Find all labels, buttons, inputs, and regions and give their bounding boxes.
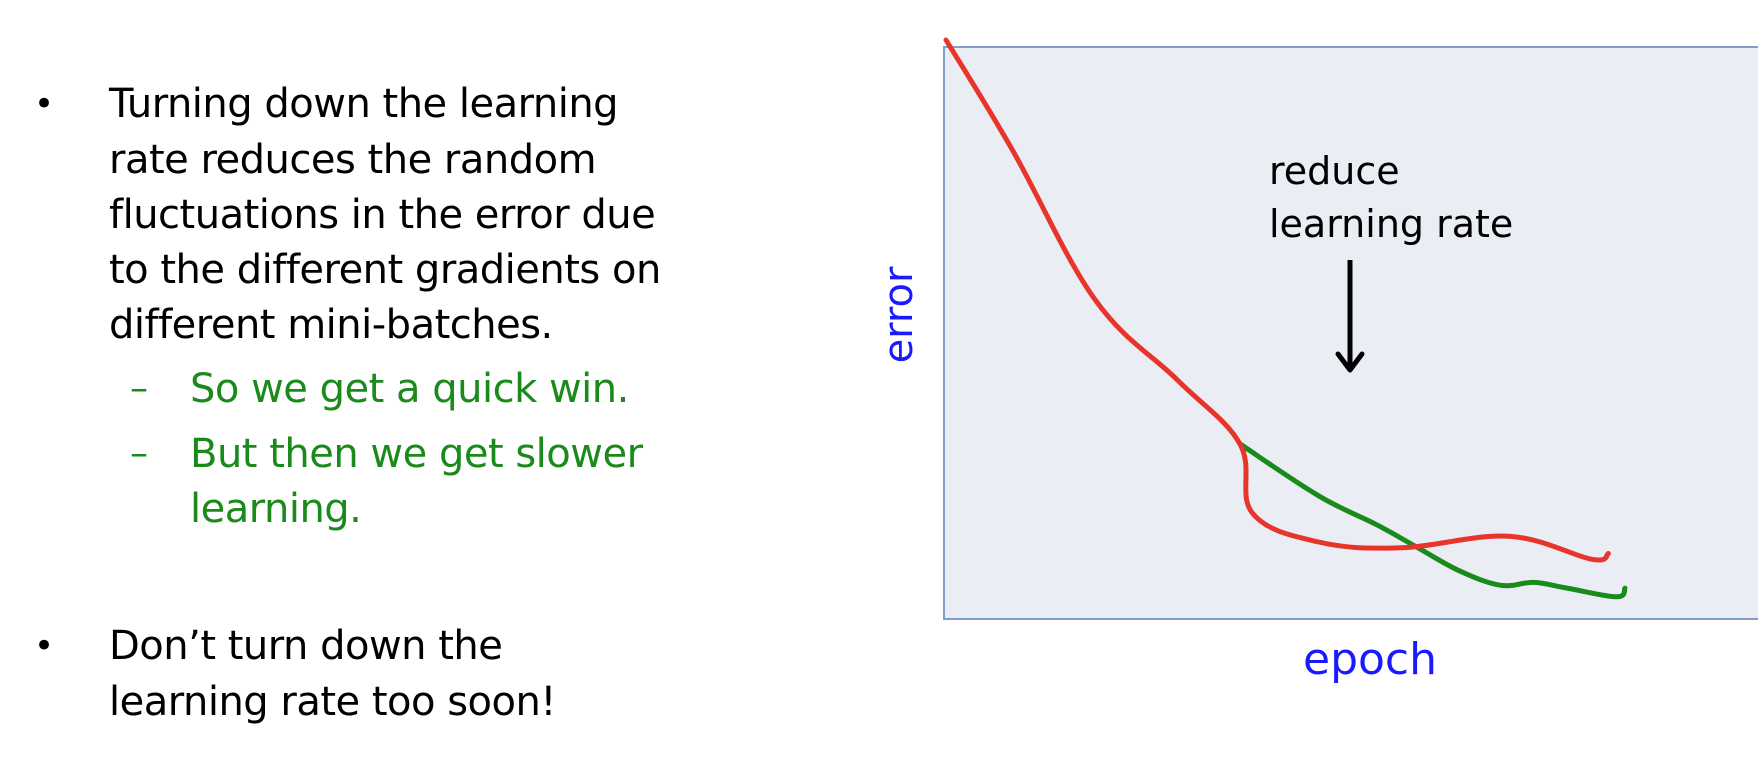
- sub-bullet-item: – So we get a quick win.: [0, 359, 760, 419]
- sub-bullet-text-line: So we get a quick win.: [190, 366, 629, 412]
- bullet-text-line: Don’t turn down the: [109, 623, 503, 669]
- curve-layer: [943, 37, 1628, 600]
- sub-bullet-text-line: But then we get slower: [190, 431, 643, 477]
- sub-bullet-marker: –: [130, 433, 148, 474]
- x-axis-label: epoch: [1303, 634, 1437, 685]
- bullet-marker: •: [34, 626, 55, 666]
- down-arrow-icon: [1335, 260, 1365, 373]
- reduced-learning-rate-curve: [943, 37, 1611, 563]
- bullet-marker: •: [34, 84, 55, 124]
- annotation-text: learning rate: [1269, 202, 1513, 246]
- sub-bullet-item: – But then we get slower learning.: [0, 424, 760, 544]
- sub-bullet-marker: –: [130, 368, 148, 409]
- bullet-item: • Don’t turn down the learning rate too …: [0, 616, 760, 736]
- bullet-text-line: to the different gradients on: [109, 247, 661, 293]
- bullet-text-line: fluctuations in the error due: [109, 192, 656, 238]
- bullet-text-line: learning rate too soon!: [109, 679, 556, 725]
- bullet-text-line: rate reduces the random: [109, 137, 597, 183]
- sub-bullet-text-line: learning.: [190, 486, 362, 532]
- bullet-text-line: Turning down the learning: [109, 81, 619, 127]
- bullet-list: • Turning down the learning rate reduces…: [0, 0, 760, 774]
- bullet-text-line: different mini-batches.: [109, 302, 553, 348]
- constant-learning-rate-curve: [1237, 441, 1628, 600]
- bullet-item: • Turning down the learning rate reduces…: [0, 74, 760, 374]
- annotation-text: reduce: [1269, 149, 1400, 193]
- y-axis-label: error: [876, 266, 922, 363]
